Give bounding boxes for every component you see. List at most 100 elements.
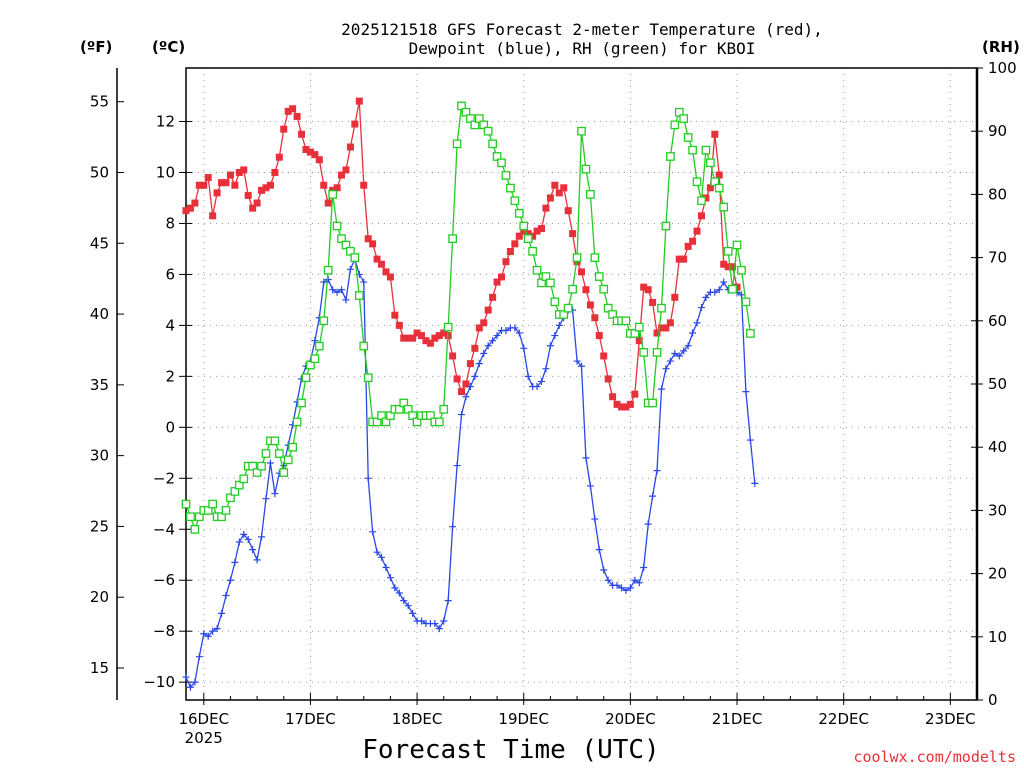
data-point xyxy=(381,417,391,427)
data-point xyxy=(609,393,617,401)
rh-tick-label: 100 xyxy=(988,59,1017,77)
data-point xyxy=(578,362,585,370)
data-point xyxy=(515,232,523,240)
data-point xyxy=(613,581,621,589)
data-point xyxy=(600,352,608,360)
data-point xyxy=(315,156,323,164)
data-point xyxy=(551,332,559,340)
data-point xyxy=(203,506,213,515)
data-point xyxy=(648,398,657,408)
fahrenheit-tick-label: 25 xyxy=(90,517,109,535)
data-point xyxy=(715,171,723,179)
data-point xyxy=(239,474,249,484)
data-point xyxy=(391,311,399,319)
data-point xyxy=(511,240,519,248)
date-tick-label: 22DEC xyxy=(818,710,869,728)
celsius-tick-label: −8 xyxy=(153,622,175,640)
data-point xyxy=(542,365,550,373)
data-point xyxy=(235,168,243,176)
data-point xyxy=(283,455,293,465)
data-point xyxy=(226,576,234,584)
data-point xyxy=(701,145,711,155)
data-point xyxy=(231,181,239,189)
data-point xyxy=(298,130,306,138)
data-point xyxy=(657,385,665,393)
data-point xyxy=(661,221,671,231)
data-point xyxy=(274,449,284,458)
data-point xyxy=(395,589,403,597)
data-point xyxy=(200,630,208,638)
data-point xyxy=(595,546,603,554)
data-point xyxy=(221,506,231,515)
data-point xyxy=(217,512,226,522)
data-point xyxy=(323,265,333,275)
data-point xyxy=(337,234,346,243)
data-point xyxy=(514,209,524,218)
data-point xyxy=(364,235,372,243)
credit-link[interactable]: coolwx.com/modelts xyxy=(853,748,1016,766)
data-point xyxy=(253,556,261,564)
fahrenheit-tick-label: 40 xyxy=(90,305,109,323)
data-point xyxy=(532,265,542,275)
data-point xyxy=(474,114,484,123)
data-point xyxy=(603,303,613,313)
data-point xyxy=(391,584,399,592)
data-point xyxy=(311,337,319,345)
data-point xyxy=(182,207,190,215)
axes xyxy=(116,67,979,701)
data-point xyxy=(470,120,480,130)
data-point xyxy=(409,609,417,617)
celsius-tick-label: −2 xyxy=(153,469,175,487)
data-point xyxy=(440,617,448,625)
data-point xyxy=(360,278,368,286)
data-point xyxy=(515,329,523,337)
data-point xyxy=(364,474,372,482)
data-point xyxy=(541,272,551,281)
data-point xyxy=(409,334,417,342)
data-point xyxy=(684,242,692,250)
celsius-tick-label: −10 xyxy=(143,673,175,691)
data-point xyxy=(194,512,204,522)
data-point xyxy=(293,112,301,120)
data-point xyxy=(448,234,457,243)
data-point xyxy=(240,166,248,174)
data-point xyxy=(453,375,461,383)
data-point xyxy=(493,278,501,286)
data-point xyxy=(702,293,710,301)
chart-title-line-1: 2025121518 GFS Forecast 2-meter Temperat… xyxy=(341,20,823,39)
data-point xyxy=(244,535,252,543)
data-point xyxy=(280,125,288,133)
data-point xyxy=(719,202,729,212)
fahrenheit-tick-label: 15 xyxy=(90,659,109,677)
data-point xyxy=(400,334,408,342)
data-point xyxy=(369,528,377,536)
fahrenheit-tick-label: 45 xyxy=(90,234,109,252)
data-point xyxy=(422,337,430,345)
data-point xyxy=(350,253,360,262)
fahrenheit-tick-label: 30 xyxy=(90,447,109,465)
year-label: 2025 xyxy=(185,729,223,747)
rh-tick-label: 20 xyxy=(988,565,1007,583)
data-point xyxy=(715,286,723,294)
data-point xyxy=(746,436,754,444)
data-point xyxy=(372,417,382,427)
data-point xyxy=(555,189,563,197)
data-point xyxy=(621,316,631,326)
data-point xyxy=(538,225,546,233)
data-point xyxy=(204,174,212,182)
data-point xyxy=(492,152,502,161)
data-point xyxy=(226,171,234,179)
data-point xyxy=(311,151,319,159)
date-tick-label: 23DEC xyxy=(925,710,976,728)
data-point xyxy=(181,499,191,509)
data-point xyxy=(399,398,409,408)
data-point xyxy=(386,574,394,582)
data-point xyxy=(693,227,701,235)
data-point xyxy=(412,417,422,427)
data-point xyxy=(324,199,332,207)
data-point xyxy=(697,304,705,312)
data-point xyxy=(510,196,520,206)
data-point xyxy=(577,126,586,136)
series-2-meter-temperature xyxy=(182,97,741,411)
